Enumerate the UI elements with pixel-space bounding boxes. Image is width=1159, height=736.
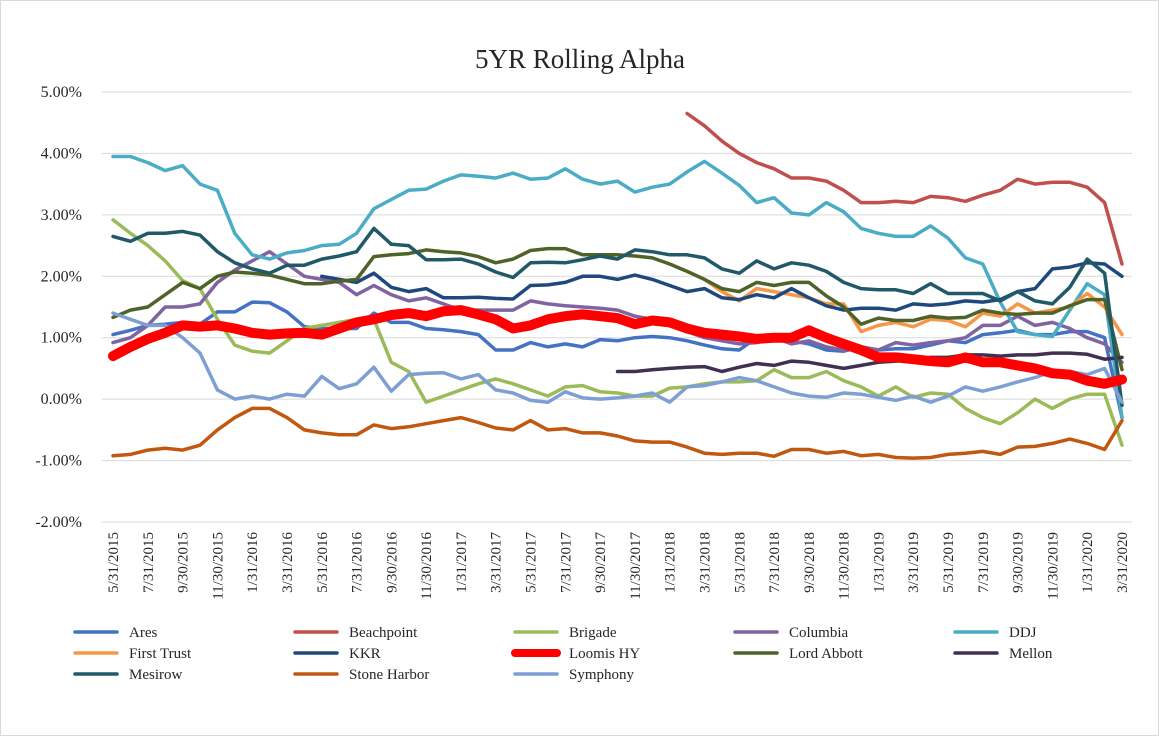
legend-label: Mellon	[1009, 646, 1053, 662]
x-tick-label: 11/30/2016	[419, 532, 435, 600]
x-tick-label: 7/31/2015	[141, 532, 157, 593]
x-tick-label: 11/30/2015	[210, 532, 226, 600]
legend-label: Stone Harbor	[349, 667, 429, 683]
legend-label: Beachpoint	[349, 625, 418, 641]
y-tick-label: 3.00%	[41, 207, 82, 224]
series-line	[108, 305, 1127, 389]
x-tick-label: 9/30/2017	[593, 532, 609, 593]
legend: Ares Beachpoint Brigade Columbia DDJ First Tr…	[73, 625, 1053, 683]
x-tick-label: 1/31/2018	[663, 532, 679, 593]
series-line	[111, 249, 1124, 365]
lines	[108, 111, 1127, 460]
series-line	[111, 154, 1124, 420]
series-line	[702, 277, 1124, 337]
chart-title: 5YR Rolling Alpha	[475, 44, 685, 74]
x-tick-label: 9/30/2015	[176, 532, 192, 593]
x-tick-label: 7/31/2016	[350, 532, 366, 593]
legend-label: Lord Abbott	[789, 646, 864, 662]
x-tick-label: 5/31/2015	[106, 532, 122, 593]
legend-label: Loomis HY	[569, 646, 640, 662]
y-tick-label: 5.00%	[41, 84, 82, 101]
series-line	[111, 246, 1124, 372]
x-tick-label: 3/31/2019	[906, 532, 922, 593]
y-tick-label: -2.00%	[35, 514, 82, 531]
legend-label: Brigade	[569, 625, 617, 641]
series-line	[615, 351, 1124, 374]
x-axis: 5/31/2015 7/31/2015 9/30/2015 11/30/2015 1/3…	[106, 532, 1131, 600]
legend-label: Symphony	[569, 667, 635, 683]
legend-label: Ares	[129, 625, 157, 641]
x-tick-label: 5/31/2018	[732, 532, 748, 593]
y-tick-label: 2.00%	[41, 268, 82, 285]
x-tick-label: 3/31/2017	[489, 532, 505, 593]
x-tick-label: 11/30/2019	[1045, 532, 1061, 600]
x-tick-label: 7/31/2019	[976, 532, 992, 593]
x-tick-label: 3/31/2018	[697, 532, 713, 593]
legend-label: DDJ	[1009, 625, 1037, 641]
x-tick-label: 7/31/2017	[558, 532, 574, 593]
legend-label: First Trust	[129, 646, 192, 662]
series-line	[111, 226, 1124, 408]
y-tick-label: 4.00%	[41, 145, 82, 162]
x-tick-label: 9/30/2018	[802, 532, 818, 593]
grid: -2.00% -1.00% 0.00% 1.00% 2.00% 3.00% 4.00% 5.0…	[35, 84, 1132, 531]
legend-label: Columbia	[789, 625, 849, 641]
x-tick-label: 1/31/2016	[245, 532, 261, 593]
x-tick-label: 5/31/2017	[524, 532, 540, 593]
x-tick-label: 1/31/2020	[1080, 532, 1096, 593]
x-tick-label: 3/31/2020	[1115, 532, 1131, 593]
series-line	[111, 406, 1124, 460]
legend-label: Mesirow	[129, 667, 182, 683]
series-line	[111, 218, 1124, 447]
x-tick-label: 7/31/2018	[767, 532, 783, 593]
x-tick-label: 9/30/2019	[1011, 532, 1027, 593]
y-tick-label: 0.00%	[41, 391, 82, 408]
x-tick-label: 3/31/2016	[280, 532, 296, 593]
legend-label: KKR	[349, 646, 381, 662]
x-tick-label: 11/30/2017	[628, 532, 644, 600]
series-line	[685, 111, 1124, 266]
x-tick-label: 1/31/2017	[454, 532, 470, 593]
x-tick-label: 11/30/2018	[837, 532, 853, 600]
x-tick-label: 9/30/2016	[384, 532, 400, 593]
x-tick-label: 5/31/2019	[941, 532, 957, 593]
x-tick-label: 5/31/2016	[315, 532, 331, 593]
y-tick-label: -1.00%	[35, 453, 82, 470]
series-line	[320, 261, 1124, 312]
x-tick-label: 1/31/2019	[871, 532, 887, 593]
series-line	[111, 311, 1124, 404]
y-tick-label: 1.00%	[41, 330, 82, 347]
